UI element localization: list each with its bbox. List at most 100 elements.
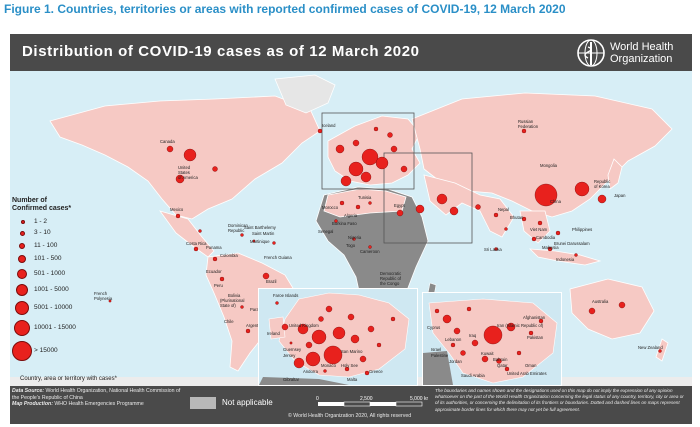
greenland-landmass <box>274 74 336 114</box>
legend-class: 10001 - 15000 <box>12 318 140 339</box>
place-label: United Arab Emirates <box>507 371 547 376</box>
org-name-line1: World Health <box>610 41 674 53</box>
place-label: Israel <box>431 347 442 352</box>
place-label: Kuwait <box>481 351 494 356</box>
svg-text:Canada: Canada <box>160 139 175 144</box>
svg-text:Mongolia: Mongolia <box>540 163 558 168</box>
place-label: Andorra <box>303 369 318 374</box>
svg-text:Australia: Australia <box>592 299 609 304</box>
new-zealand <box>655 338 669 362</box>
indonesia-islands <box>528 248 602 266</box>
not-applicable-label: Not applicable <box>222 398 273 407</box>
place-label: Bahrain <box>493 357 508 362</box>
map-production-label: Map Production: <box>12 401 53 408</box>
europe-inset-map: Faroe Islands Ireland United Kingdom Gue… <box>258 288 418 386</box>
place-label: Iraq <box>469 333 477 338</box>
place-label: Faroe Islands <box>273 293 299 298</box>
legend-footnote: Country, area or territory with cases* <box>20 376 117 382</box>
svg-text:Republic: Republic <box>594 179 610 184</box>
legend-label: 10001 - 15000 <box>34 324 76 331</box>
svg-text:French Guiana: French Guiana <box>264 255 292 260</box>
svg-text:Malaysia: Malaysia <box>542 245 559 250</box>
svg-text:China: China <box>550 199 562 204</box>
svg-text:Saint Barthelemy: Saint Barthelemy <box>244 225 277 230</box>
legend-class: 3 - 10 <box>12 228 140 240</box>
legend-bubble-icon <box>20 231 25 236</box>
place-label: Iran (Islamic Republic of) <box>497 323 544 328</box>
svg-text:Republic of: Republic of <box>380 276 402 281</box>
svg-text:Democratic: Democratic <box>380 271 401 276</box>
legend-label: 1001 - 5000 <box>34 286 69 293</box>
legend-label: 5001 - 10000 <box>34 304 73 311</box>
svg-text:States: States <box>178 170 190 175</box>
svg-text:Japan: Japan <box>614 193 626 198</box>
legend-label: > 15000 <box>34 347 58 354</box>
place-label: Ireland <box>267 331 280 336</box>
svg-text:United: United <box>178 165 191 170</box>
place-label: Jordan <box>449 359 462 364</box>
svg-text:Philippines: Philippines <box>572 227 592 232</box>
place-label: Pakistan <box>527 335 544 340</box>
svg-text:Nigeria: Nigeria <box>348 235 362 240</box>
place-label: Qatar <box>497 363 508 368</box>
legend-bubble-icon <box>12 341 32 361</box>
svg-text:of Korea: of Korea <box>594 184 611 189</box>
place-label: Palestine <box>431 353 449 358</box>
legend-bubble-icon <box>16 284 28 296</box>
legend-bubble-icon <box>15 301 29 315</box>
legend-title-line1: Number of <box>12 197 47 204</box>
svg-text:Tunisia: Tunisia <box>358 195 372 200</box>
svg-text:Peru: Peru <box>214 283 224 288</box>
boundary-disclaimer: The boundaries and names shown and the d… <box>435 388 684 412</box>
map-frame: Distribution of COVID-19 cases as of 12 … <box>10 34 692 424</box>
south-america-landmass <box>205 252 297 372</box>
map-banner: Distribution of COVID-19 cases as of 12 … <box>10 34 692 71</box>
place-label: San Marino <box>341 349 363 354</box>
svg-text:Mexico: Mexico <box>170 207 184 212</box>
map-production-text: WHO Health Emergencies Programme <box>54 401 144 408</box>
who-logo-icon <box>577 39 605 67</box>
svg-text:Brunei Darussalam: Brunei Darussalam <box>554 241 590 246</box>
svg-text:Bolivia: Bolivia <box>228 293 241 298</box>
not-applicable-swatch <box>190 397 216 409</box>
svg-text:State of): State of) <box>220 303 236 308</box>
legend-label: 3 - 10 <box>34 229 51 236</box>
scale-tick-5000: 5,000 <box>410 396 423 402</box>
legend-bubble-icon <box>21 220 25 224</box>
place-label: Monaco <box>321 363 336 368</box>
place-label: Greece <box>369 369 383 374</box>
legend-class: 11 - 100 <box>12 240 140 253</box>
svg-text:Sri Lanka: Sri Lanka <box>484 247 502 252</box>
legend-label: 501 - 1000 <box>34 270 66 277</box>
svg-text:Federation: Federation <box>518 124 539 129</box>
southeast-asia <box>519 210 551 244</box>
place-label: Jersey <box>283 353 296 358</box>
place-label: Saudi Arabia <box>461 373 485 378</box>
legend-label: 101 - 500 <box>34 255 62 262</box>
legend-class: 1001 - 5000 <box>12 282 140 299</box>
scale-bar: 0 2,500 5,000 km <box>316 396 428 407</box>
svg-text:Ecuador: Ecuador <box>206 269 222 274</box>
place-label: Gibraltar <box>283 377 300 382</box>
place-label: Oman <box>525 363 537 368</box>
place-label: Afghanistan <box>523 315 546 320</box>
map-legend: Number of Confirmed cases* 1 - 2 3 - 10 … <box>12 197 140 363</box>
svg-text:Cameroon: Cameroon <box>360 249 380 254</box>
svg-text:Saint Martin: Saint Martin <box>252 231 275 236</box>
data-source-text: World Health Organization, National Heal… <box>12 388 181 401</box>
australia-landmass <box>569 278 655 340</box>
scale-unit: km <box>424 396 428 402</box>
legend-class: 101 - 500 <box>12 253 140 267</box>
copyright-notice: © World Health Organization 2020, All ri… <box>288 413 412 419</box>
data-source-label: Data Source: <box>12 388 44 394</box>
legend-bubble-icon <box>19 243 25 249</box>
legend-label: 11 - 100 <box>34 242 58 249</box>
svg-text:Chile: Chile <box>224 319 234 324</box>
place-label: Lebanon <box>445 337 462 342</box>
legend-title-line2: Confirmed cases* <box>12 205 72 212</box>
svg-text:Senegal: Senegal <box>318 229 333 234</box>
org-name-line2: Organization <box>610 53 673 65</box>
place-label: Holy See <box>341 363 358 368</box>
svg-text:Polynesia: Polynesia <box>94 296 113 301</box>
legend-bubble-icon <box>18 255 26 263</box>
